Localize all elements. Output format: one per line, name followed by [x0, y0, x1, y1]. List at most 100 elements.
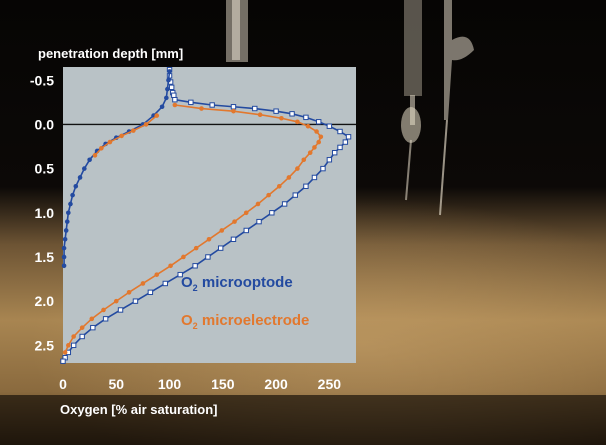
y-tick-label: 0.0	[35, 116, 55, 132]
data-point	[92, 153, 98, 158]
x-axis-title: Oxygen [% air saturation]	[60, 402, 217, 417]
data-point	[326, 157, 333, 163]
data-point	[206, 236, 212, 242]
data-point	[168, 263, 173, 269]
legend-microelectrode-main: O	[181, 312, 193, 329]
y-tick-label: 0.5	[35, 161, 55, 177]
data-point	[70, 192, 75, 198]
data-point	[147, 289, 154, 296]
data-point	[292, 192, 298, 198]
data-point	[71, 334, 76, 339]
series-line	[62, 69, 350, 362]
legend-microoptode-main: O	[181, 274, 193, 291]
data-point	[345, 134, 352, 140]
data-point	[82, 166, 87, 171]
data-point	[172, 96, 178, 103]
data-point	[209, 102, 215, 108]
data-point	[60, 358, 66, 364]
data-point	[337, 128, 343, 135]
data-point	[162, 280, 168, 287]
data-point	[312, 145, 317, 150]
data-point	[70, 342, 77, 349]
legend-microoptode-sub: 2	[193, 283, 198, 293]
x-tick-label: 250	[318, 376, 342, 392]
legend-microelectrode-label: microelectrode	[198, 312, 310, 329]
data-point	[193, 245, 199, 251]
data-point	[316, 139, 322, 145]
data-point	[331, 150, 338, 156]
y-tick-label: 1.5	[35, 249, 55, 265]
data-point	[243, 210, 249, 216]
probe-middle	[401, 0, 422, 201]
data-point	[126, 290, 132, 295]
data-point	[63, 228, 69, 233]
data-point	[276, 183, 282, 189]
data-point	[102, 316, 109, 322]
data-point	[303, 183, 309, 189]
data-point	[143, 122, 149, 127]
data-point	[337, 144, 343, 151]
data-point	[62, 236, 68, 242]
data-point	[318, 134, 324, 140]
data-point	[171, 92, 177, 98]
data-point	[342, 139, 349, 145]
data-point	[159, 104, 165, 110]
data-point	[61, 254, 67, 260]
data-point	[113, 298, 119, 304]
data-point	[107, 139, 113, 145]
legend-microoptode-label: microoptode	[198, 274, 293, 291]
data-point	[305, 123, 311, 129]
y-tick-label: 1.0	[35, 205, 55, 221]
data-point	[303, 114, 309, 121]
data-point	[252, 105, 258, 112]
data-point	[166, 77, 171, 83]
data-point	[140, 281, 146, 286]
data-point	[64, 219, 70, 224]
data-point	[167, 69, 172, 74]
data-point	[117, 307, 124, 313]
data-point	[219, 228, 225, 233]
data-point	[99, 145, 104, 151]
data-point	[281, 201, 288, 207]
data-point	[89, 316, 95, 322]
legend-entry-microelectrode: O2 microelectrode	[181, 312, 309, 331]
data-point	[232, 219, 237, 224]
data-point	[87, 157, 92, 163]
data-point	[79, 333, 85, 340]
y-tick-label: 2.5	[35, 337, 55, 353]
data-point	[165, 86, 170, 92]
data-point	[256, 218, 262, 225]
sediment-shadow	[0, 395, 606, 445]
series-o2-microelectrode-near-surface	[92, 113, 160, 158]
data-point	[164, 95, 169, 101]
data-point	[230, 104, 237, 110]
x-tick-label: 150	[211, 376, 235, 392]
data-point	[199, 106, 204, 111]
data-point	[90, 324, 96, 331]
data-point	[62, 350, 68, 355]
data-point	[316, 119, 322, 125]
data-point	[326, 123, 333, 129]
data-point	[289, 111, 295, 117]
probe-right	[439, 0, 474, 216]
x-tick-label: 100	[158, 376, 182, 392]
data-point	[61, 245, 67, 251]
data-point	[266, 192, 271, 198]
data-point	[192, 263, 198, 269]
data-point	[101, 307, 106, 313]
x-tick-label: 200	[264, 376, 288, 392]
data-point	[231, 108, 236, 114]
data-point	[79, 325, 85, 330]
legend: O2 microoptode O2 microelectrode	[181, 274, 309, 331]
data-point	[66, 210, 71, 216]
data-point	[314, 129, 319, 134]
data-point	[154, 272, 160, 277]
data-point	[311, 174, 318, 181]
data-point	[77, 175, 83, 180]
data-point	[66, 343, 71, 348]
data-point	[172, 102, 178, 108]
probe-left	[226, 0, 248, 62]
data-point	[243, 227, 249, 234]
data-point	[168, 84, 175, 91]
